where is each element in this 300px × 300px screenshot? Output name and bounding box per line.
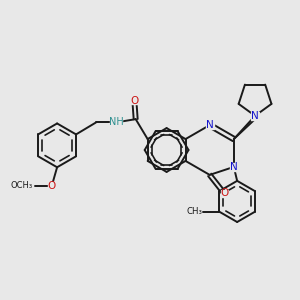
Bar <box>48 182 56 190</box>
Text: O: O <box>48 181 56 191</box>
Bar <box>251 112 259 120</box>
Text: N: N <box>206 120 214 130</box>
Bar <box>220 190 228 197</box>
Text: O: O <box>220 188 228 199</box>
Text: N: N <box>251 111 259 121</box>
Bar <box>230 163 238 171</box>
Bar <box>131 97 138 104</box>
Text: CH₃: CH₃ <box>186 207 202 216</box>
Text: OCH₃: OCH₃ <box>11 181 32 190</box>
Text: O: O <box>130 96 139 106</box>
Text: N: N <box>230 162 238 172</box>
Bar <box>206 121 214 129</box>
Bar <box>110 118 122 126</box>
Text: NH: NH <box>109 118 123 128</box>
